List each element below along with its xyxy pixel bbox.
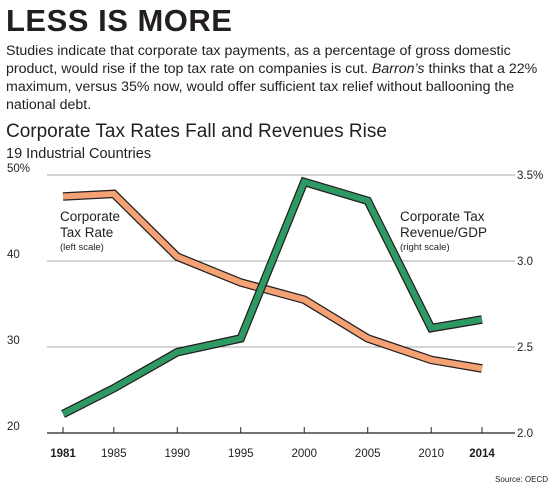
revenue-label-line-2: Revenue/GDP — [400, 225, 487, 240]
intro-publication-name: Barron’s — [371, 61, 425, 77]
intro-part-1: Studies indicate that corporate tax paym… — [6, 43, 511, 77]
left-axis-tick-label: 20 — [7, 421, 20, 433]
right-axis-tick-label: 2.5 — [517, 342, 533, 354]
left-axis-ticks: 50% 40 30 20 — [7, 163, 30, 433]
chart-subtitle: 19 Industrial Countries — [6, 146, 152, 162]
headline: LESS IS MORE — [6, 3, 233, 38]
left-axis-tick-label: 50% — [7, 163, 30, 175]
x-axis-tick-label: 1985 — [101, 448, 127, 460]
series-lines — [61, 176, 483, 418]
x-axis-tick-label: 1981 — [50, 448, 76, 460]
revenue-label-line-1: Corporate Tax — [400, 209, 485, 224]
x-axis-tick-label: 1995 — [228, 448, 254, 460]
right-axis-tick-label: 2.0 — [517, 428, 533, 440]
grid-lines — [47, 174, 515, 434]
x-axis-ticks: 1981 1985 1990 1995 2000 2005 2010 2014 — [50, 427, 495, 460]
revenue-gdp-line — [61, 178, 483, 417]
intro-text: Studies indicate that corporate tax paym… — [6, 42, 551, 114]
right-axis-tick-label: 3.5% — [517, 170, 543, 182]
tax-rate-line — [62, 190, 483, 372]
x-axis-tick-label: 2010 — [418, 448, 444, 460]
tax-rate-label-line-2: Tax Rate — [60, 225, 113, 240]
x-axis-tick-label: 2005 — [355, 448, 381, 460]
left-axis-tick-label: 30 — [7, 335, 20, 347]
x-axis-tick-label: 2014 — [469, 448, 495, 460]
series-label-tax-rate: Corporate Tax Rate (left scale) — [60, 209, 120, 253]
series-label-revenue: Corporate Tax Revenue/GDP (right scale) — [400, 209, 487, 253]
x-axis-tick-label: 1990 — [164, 448, 190, 460]
intro-part-2: thinks that a 22% maximum, versus 35% no… — [6, 61, 538, 113]
x-axis-tick-label: 2000 — [291, 448, 317, 460]
chart-title: Corporate Tax Rates Fall and Revenues Ri… — [6, 121, 387, 142]
revenue-label-note: (right scale) — [400, 242, 450, 253]
source-note: Source: OECD — [495, 475, 548, 484]
right-axis-ticks: 3.5% 3.0 2.5 2.0 — [517, 170, 543, 440]
tax-rate-label-line-1: Corporate — [60, 209, 120, 224]
tax-rate-label-note: (left scale) — [60, 242, 104, 253]
left-axis-tick-label: 40 — [7, 249, 20, 261]
right-axis-tick-label: 3.0 — [517, 256, 533, 268]
